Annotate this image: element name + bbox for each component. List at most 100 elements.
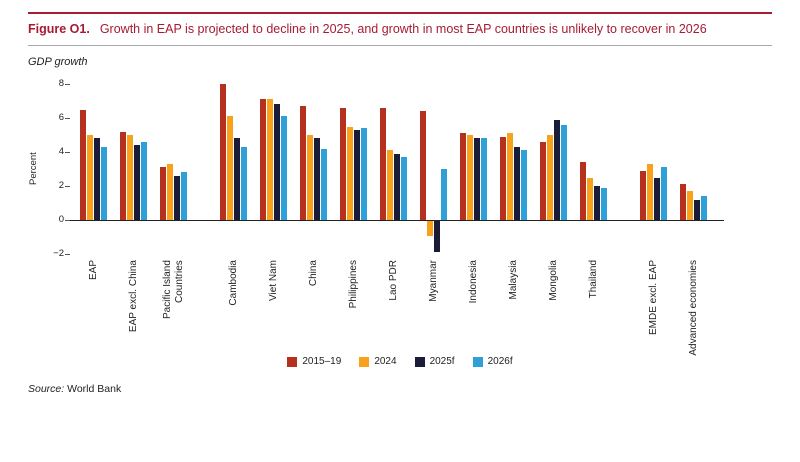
legend-swatch (287, 356, 298, 367)
bar-viet-nam-2026f (281, 116, 287, 220)
bar-myanmar-2026f (441, 169, 447, 220)
y-tick-mark (65, 254, 70, 255)
bar-lao-pdr-2025f (394, 153, 400, 220)
bar-thailand-2025f (594, 186, 600, 220)
legend-label: 2026f (487, 356, 513, 367)
figure-title-row: Figure O1. Growth in EAP is projected to … (28, 22, 772, 36)
y-tick-mark (65, 118, 70, 119)
bar-china-2024 (307, 135, 313, 220)
chart-subtitle: GDP growth (28, 56, 88, 68)
x-label-cell: Thailand (574, 260, 614, 358)
title-divider (28, 45, 772, 46)
bar-lao-pdr-2015-19 (380, 107, 386, 220)
source-label: Source: (28, 383, 65, 395)
bar-advanced-economies-2024 (687, 191, 693, 220)
bar-advanced-economies-2025f (694, 199, 700, 220)
legend-label: 2015–19 (302, 356, 342, 367)
bar-thailand-2026f (601, 187, 607, 220)
bar-pacific-island-countries-2025f (174, 175, 180, 220)
x-axis-label: Myanmar (427, 260, 439, 302)
y-tick-mark (65, 84, 70, 85)
y-tick-mark (65, 220, 70, 221)
bar-china-2025f (314, 138, 320, 220)
bar-lao-pdr-2024 (387, 150, 393, 220)
figure-panel: Figure O1. Growth in EAP is projected to … (0, 12, 800, 462)
legend-swatch (472, 356, 483, 367)
bar-advanced-economies-2026f (701, 196, 707, 220)
bar-myanmar-2024 (427, 221, 433, 237)
bar-indonesia-2025f (474, 138, 480, 220)
bar-malaysia-2024 (507, 133, 513, 220)
legend-item: 2015–19 (287, 356, 341, 367)
bar-malaysia-2015-19 (500, 136, 506, 220)
x-label-cell: Advanced economies (674, 260, 714, 358)
bar-indonesia-2024 (467, 135, 473, 220)
x-axis-label: Viet Nam (267, 260, 279, 301)
bar-china-2026f (321, 148, 327, 220)
y-tick-label: 4 (58, 146, 64, 157)
bar-eap-excl-china-2025f (134, 145, 140, 220)
x-axis-label: Advanced economies (687, 260, 699, 356)
x-label-cell: Viet Nam (254, 260, 294, 358)
y-tick-label: 0 (58, 214, 64, 225)
bar-viet-nam-2024 (267, 99, 273, 220)
bar-china-2015-19 (300, 106, 306, 220)
y-tick-label: 2 (58, 180, 64, 191)
bar-cambodia-2024 (227, 116, 233, 220)
bar-emde-excl-eap-2015-19 (640, 170, 646, 220)
bar-thailand-2015-19 (580, 162, 586, 220)
x-label-cell: China (294, 260, 334, 358)
x-axis-label: Thailand (587, 260, 599, 299)
bar-pacific-island-countries-2015-19 (160, 167, 166, 220)
x-label-cell: Philippines (334, 260, 374, 358)
bar-eap-2015-19 (80, 109, 86, 220)
y-tick-mark (65, 186, 70, 187)
bar-indonesia-2015-19 (460, 133, 466, 220)
chart-legend: 2015–19 2024 2025f 2026f (28, 356, 772, 367)
bar-emde-excl-eap-2025f (654, 177, 660, 220)
bar-mongolia-2015-19 (540, 141, 546, 220)
x-axis-label: EAP excl. China (127, 260, 139, 333)
bar-philippines-2025f (354, 129, 360, 220)
bar-indonesia-2026f (481, 138, 487, 220)
bar-myanmar-2025f (434, 221, 440, 252)
x-label-cell: Lao PDR (374, 260, 414, 358)
x-label-cell: Malaysia (494, 260, 534, 358)
y-axis-title: Percent (28, 152, 39, 186)
bar-thailand-2024 (587, 177, 593, 220)
figure-label: Figure O1. (28, 22, 90, 36)
bar-eap-excl-china-2024 (127, 135, 133, 220)
x-axis-label: Mongolia (547, 260, 559, 301)
bar-philippines-2015-19 (340, 107, 346, 220)
legend-swatch (414, 356, 425, 367)
x-label-cell: Pacific Island Countries (154, 260, 194, 358)
bar-advanced-economies-2015-19 (680, 184, 686, 220)
bar-lao-pdr-2026f (401, 157, 407, 220)
source-text: World Bank (67, 383, 122, 395)
x-label-cell: Cambodia (214, 260, 254, 358)
legend-item: 2026f (472, 356, 513, 367)
x-axis-label: Lao PDR (387, 260, 399, 301)
bar-pacific-island-countries-2024 (167, 163, 173, 220)
bar-cambodia-2026f (241, 146, 247, 220)
legend-label: 2025f (429, 356, 455, 367)
bar-cambodia-2015-19 (220, 84, 226, 220)
bar-emde-excl-eap-2026f (661, 167, 667, 220)
bar-viet-nam-2025f (274, 104, 280, 220)
x-axis-label: Indonesia (467, 260, 479, 304)
bar-chart: 8 6 4 2 0 −2 EAP EAP excl. China Pacific Island … (53, 78, 730, 356)
x-axis-label: Malaysia (507, 260, 519, 300)
bar-mongolia-2025f (554, 119, 560, 220)
y-tick-label: 8 (58, 78, 64, 89)
x-axis-label: EAP (87, 260, 99, 281)
bar-mongolia-2024 (547, 135, 553, 220)
bar-pacific-island-countries-2026f (181, 172, 187, 220)
x-label-cell: EAP (74, 260, 114, 358)
bar-malaysia-2026f (521, 150, 527, 220)
bar-viet-nam-2015-19 (260, 99, 266, 220)
legend-swatch (359, 356, 370, 367)
bar-philippines-2024 (347, 126, 353, 220)
bar-eap-excl-china-2026f (141, 141, 147, 220)
x-axis-label: Pacific Island Countries (161, 260, 185, 319)
x-label-cell: EAP excl. China (114, 260, 154, 358)
